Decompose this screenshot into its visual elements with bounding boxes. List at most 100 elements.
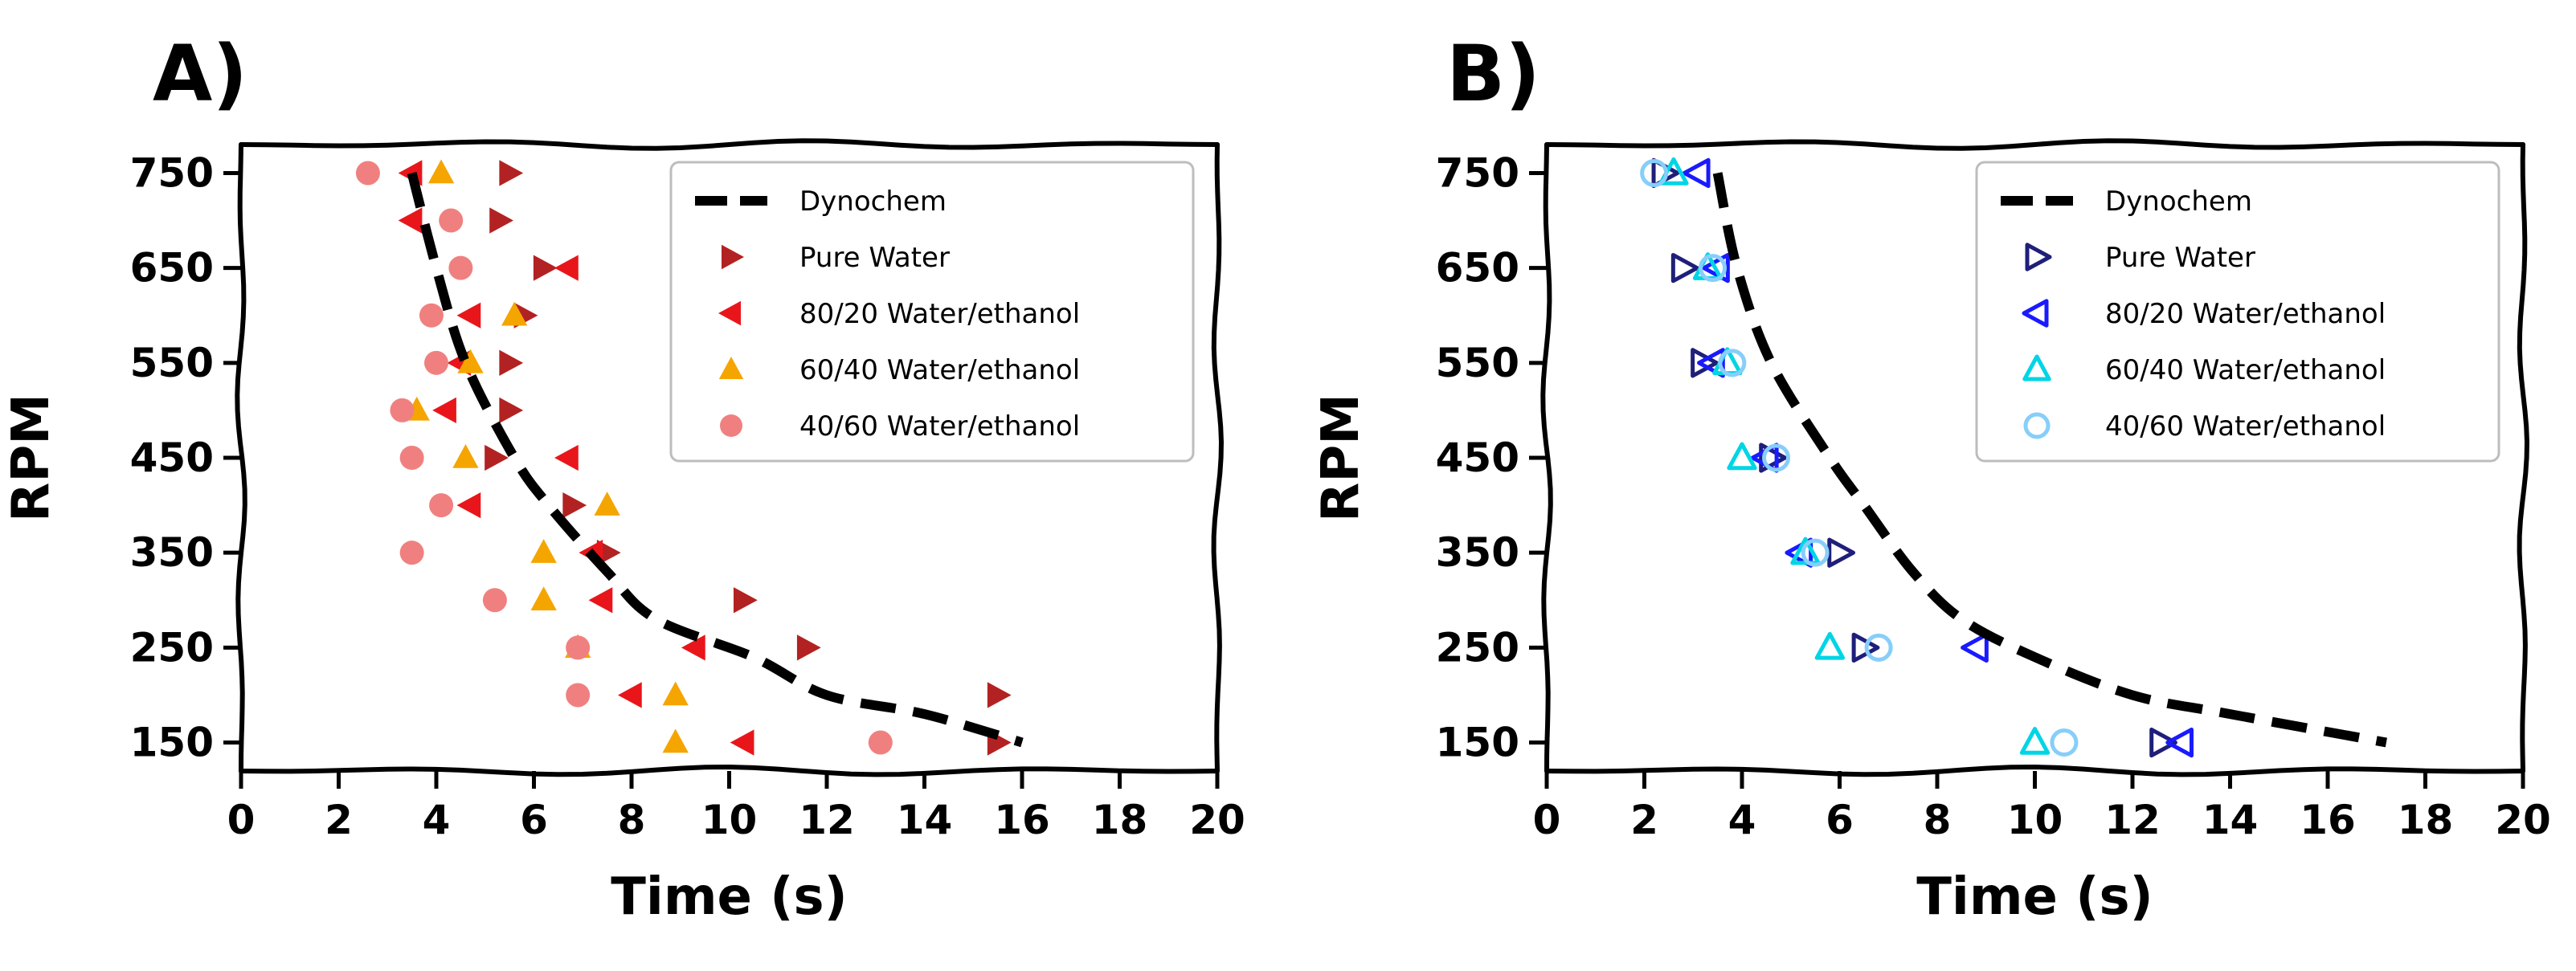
plot-frame — [1540, 138, 2530, 777]
data-point — [1827, 537, 1855, 568]
data-point — [562, 492, 587, 519]
panel-b: B) 0 2 4 6 8 10 12 14 16 18 20 150 250 350 450 550 650 750… — [1311, 29, 2551, 927]
x-tick-label: 6 — [520, 797, 548, 843]
legend-swatch — [720, 414, 742, 437]
series-4 — [1640, 158, 2079, 757]
plot-frame — [235, 138, 1225, 777]
data-point — [796, 634, 821, 661]
data-point — [730, 729, 754, 756]
data-point — [1702, 252, 1730, 284]
dynochem-curve — [407, 171, 1024, 748]
panel-a: A) 0 2 4 6 8 10 12 14 16 18 20 150 250 350 450 550 650 750… — [2, 29, 1245, 927]
legend-label: 60/40 Water/ethanol — [2105, 354, 2386, 386]
data-point — [596, 540, 621, 566]
data-point — [530, 539, 557, 563]
data-point — [681, 634, 705, 661]
data-point — [554, 444, 579, 471]
y-tick-label: 550 — [130, 340, 214, 386]
data-point — [499, 349, 524, 376]
data-point — [452, 444, 479, 468]
x-tick-label: 10 — [2007, 797, 2063, 843]
frame-edge — [239, 138, 1220, 151]
y-axis-label: RPM — [1311, 394, 1371, 522]
data-point — [533, 255, 558, 281]
x-tick-label: 10 — [701, 797, 758, 843]
y-tick-label: 750 — [1436, 149, 1519, 196]
data-point — [2050, 728, 2079, 757]
y-tick-label: 350 — [1436, 529, 1519, 576]
data-point — [1851, 632, 1880, 663]
legend-dynochem-label: Dynochem — [2105, 186, 2252, 218]
legend-swatch — [718, 357, 744, 379]
data-point — [399, 541, 424, 565]
series-4 — [355, 161, 893, 755]
data-point — [1640, 158, 1669, 187]
data-point — [662, 681, 689, 706]
y-tick-label: 450 — [130, 435, 214, 481]
data-point — [530, 586, 557, 611]
data-point — [1961, 632, 1989, 663]
legend-swatch — [2022, 299, 2049, 328]
data-point — [482, 588, 507, 613]
frame-edge — [239, 764, 1220, 777]
x-tick-label: 18 — [2398, 797, 2454, 843]
y-tick-label: 250 — [130, 624, 214, 671]
data-point — [439, 208, 464, 233]
x-tick-label: 8 — [1924, 797, 1952, 843]
legend-label: 40/60 Water/ethanol — [2105, 410, 2386, 443]
y-tick-label: 650 — [130, 245, 214, 292]
x-tick-label: 12 — [2104, 797, 2161, 843]
legend-label: 80/20 Water/ethanol — [799, 298, 1080, 330]
data-point — [566, 635, 591, 660]
data-point — [1762, 443, 1791, 472]
data-point — [2165, 727, 2194, 758]
dynochem-curve — [1712, 172, 2387, 748]
x-tick-label: 18 — [1092, 797, 1148, 843]
data-point — [554, 255, 579, 281]
data-point — [398, 207, 423, 234]
frame-edge — [2517, 142, 2530, 773]
y-tick-label: 350 — [130, 529, 214, 576]
data-point — [424, 350, 448, 375]
data-point — [1790, 536, 1821, 565]
frame-edge — [1544, 764, 2525, 777]
y-tick-label: 750 — [130, 149, 214, 196]
legend-label: Pure Water — [2105, 242, 2255, 274]
data-point — [588, 587, 613, 614]
data-point — [566, 683, 591, 708]
x-tick-label: 2 — [325, 797, 353, 843]
x-axis-label: Time (s) — [1916, 867, 2153, 927]
data-point — [1691, 348, 1719, 378]
y-tick-label: 450 — [1436, 435, 1519, 481]
data-point — [1727, 442, 1757, 471]
data-point — [594, 492, 620, 516]
data-point — [489, 207, 513, 234]
y-axis: 150 250 350 450 550 650 750 — [130, 149, 241, 766]
data-point — [448, 255, 473, 280]
x-tick-label: 16 — [994, 797, 1050, 843]
legend-label: 40/60 Water/ethanol — [799, 410, 1080, 443]
panel-label: A) — [153, 29, 247, 119]
data-point — [662, 728, 689, 753]
data-point — [501, 301, 528, 326]
x-tick-label: 0 — [227, 797, 256, 843]
x-tick-label: 8 — [618, 797, 646, 843]
data-point — [456, 302, 481, 328]
data-point — [457, 349, 484, 373]
y-tick-label: 150 — [130, 720, 214, 766]
data-point — [1864, 633, 1893, 662]
data-point — [1801, 538, 1830, 567]
series-2 — [398, 160, 754, 756]
legend-swatch — [2023, 412, 2051, 439]
x-axis: 0 2 4 6 8 10 12 14 16 18 20 — [227, 771, 1245, 843]
frame-edge — [1544, 138, 2525, 151]
data-point — [390, 398, 415, 422]
x-axis-label: Time (s) — [611, 867, 848, 927]
x-tick-label: 16 — [2300, 797, 2356, 843]
legend-label: 80/20 Water/ethanol — [2105, 298, 2386, 330]
data-point — [2149, 727, 2177, 758]
data-point — [1718, 349, 1747, 377]
y-tick-label: 250 — [1436, 624, 1519, 671]
y-tick-label: 650 — [1436, 245, 1519, 292]
